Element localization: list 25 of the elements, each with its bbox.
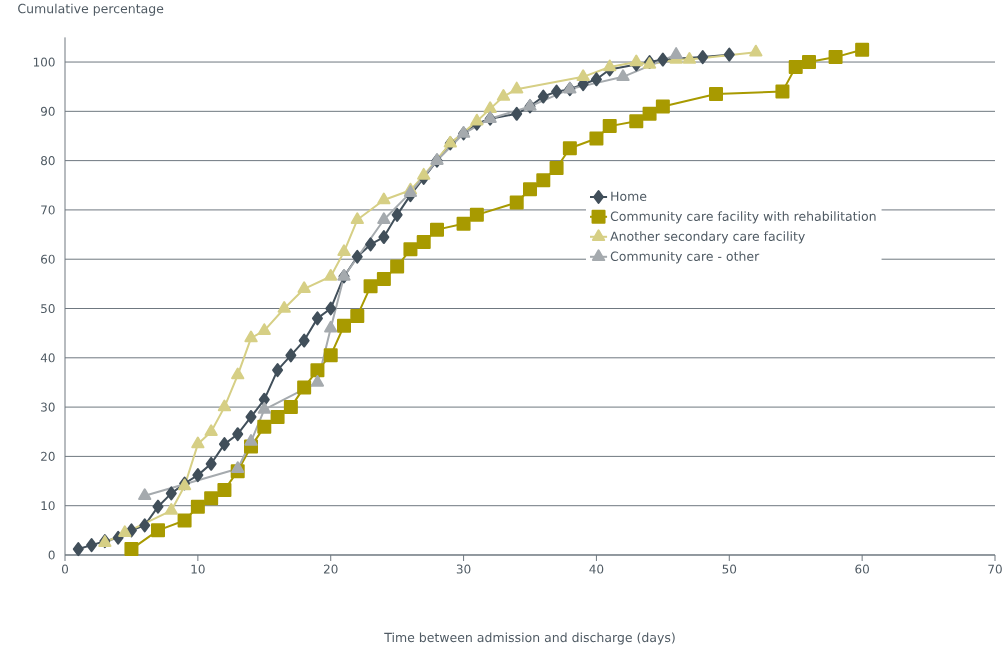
legend-label: Community care facility with rehabilitation	[610, 211, 876, 224]
x-tick-label: 30	[456, 564, 471, 574]
y-tick-label: 80	[41, 156, 55, 166]
y-tick-label: 60	[41, 254, 55, 264]
legend-label: Community care - other	[610, 251, 760, 264]
y-tick-label: 0	[48, 550, 55, 560]
y-tick-label: 70	[41, 205, 55, 215]
legend-label: Another secondary care facility	[610, 231, 805, 244]
legend-label: Home	[611, 191, 647, 201]
x-tick-label: 40	[589, 564, 604, 574]
y-tick-label: 100	[33, 57, 55, 67]
y-tick-label: 20	[41, 451, 55, 461]
x-tick-label: 50	[722, 564, 737, 574]
x-tick-label: 20	[323, 564, 338, 574]
y-axis-title: Cumulative percentage	[18, 3, 164, 16]
x-tick-label: 60	[855, 564, 869, 574]
y-tick-label: 40	[40, 353, 55, 363]
x-axis-title: Time between admission and discharge (days)	[384, 632, 675, 645]
y-tick-label: 30	[41, 402, 55, 412]
y-tick-label: 50	[41, 303, 55, 314]
x-tick-label: 70	[988, 564, 1002, 574]
y-tick-label: 10	[41, 501, 55, 511]
x-tick-label: 10	[191, 564, 205, 574]
y-tick-label: 90	[40, 106, 55, 116]
x-tick-label: 0	[61, 564, 69, 574]
